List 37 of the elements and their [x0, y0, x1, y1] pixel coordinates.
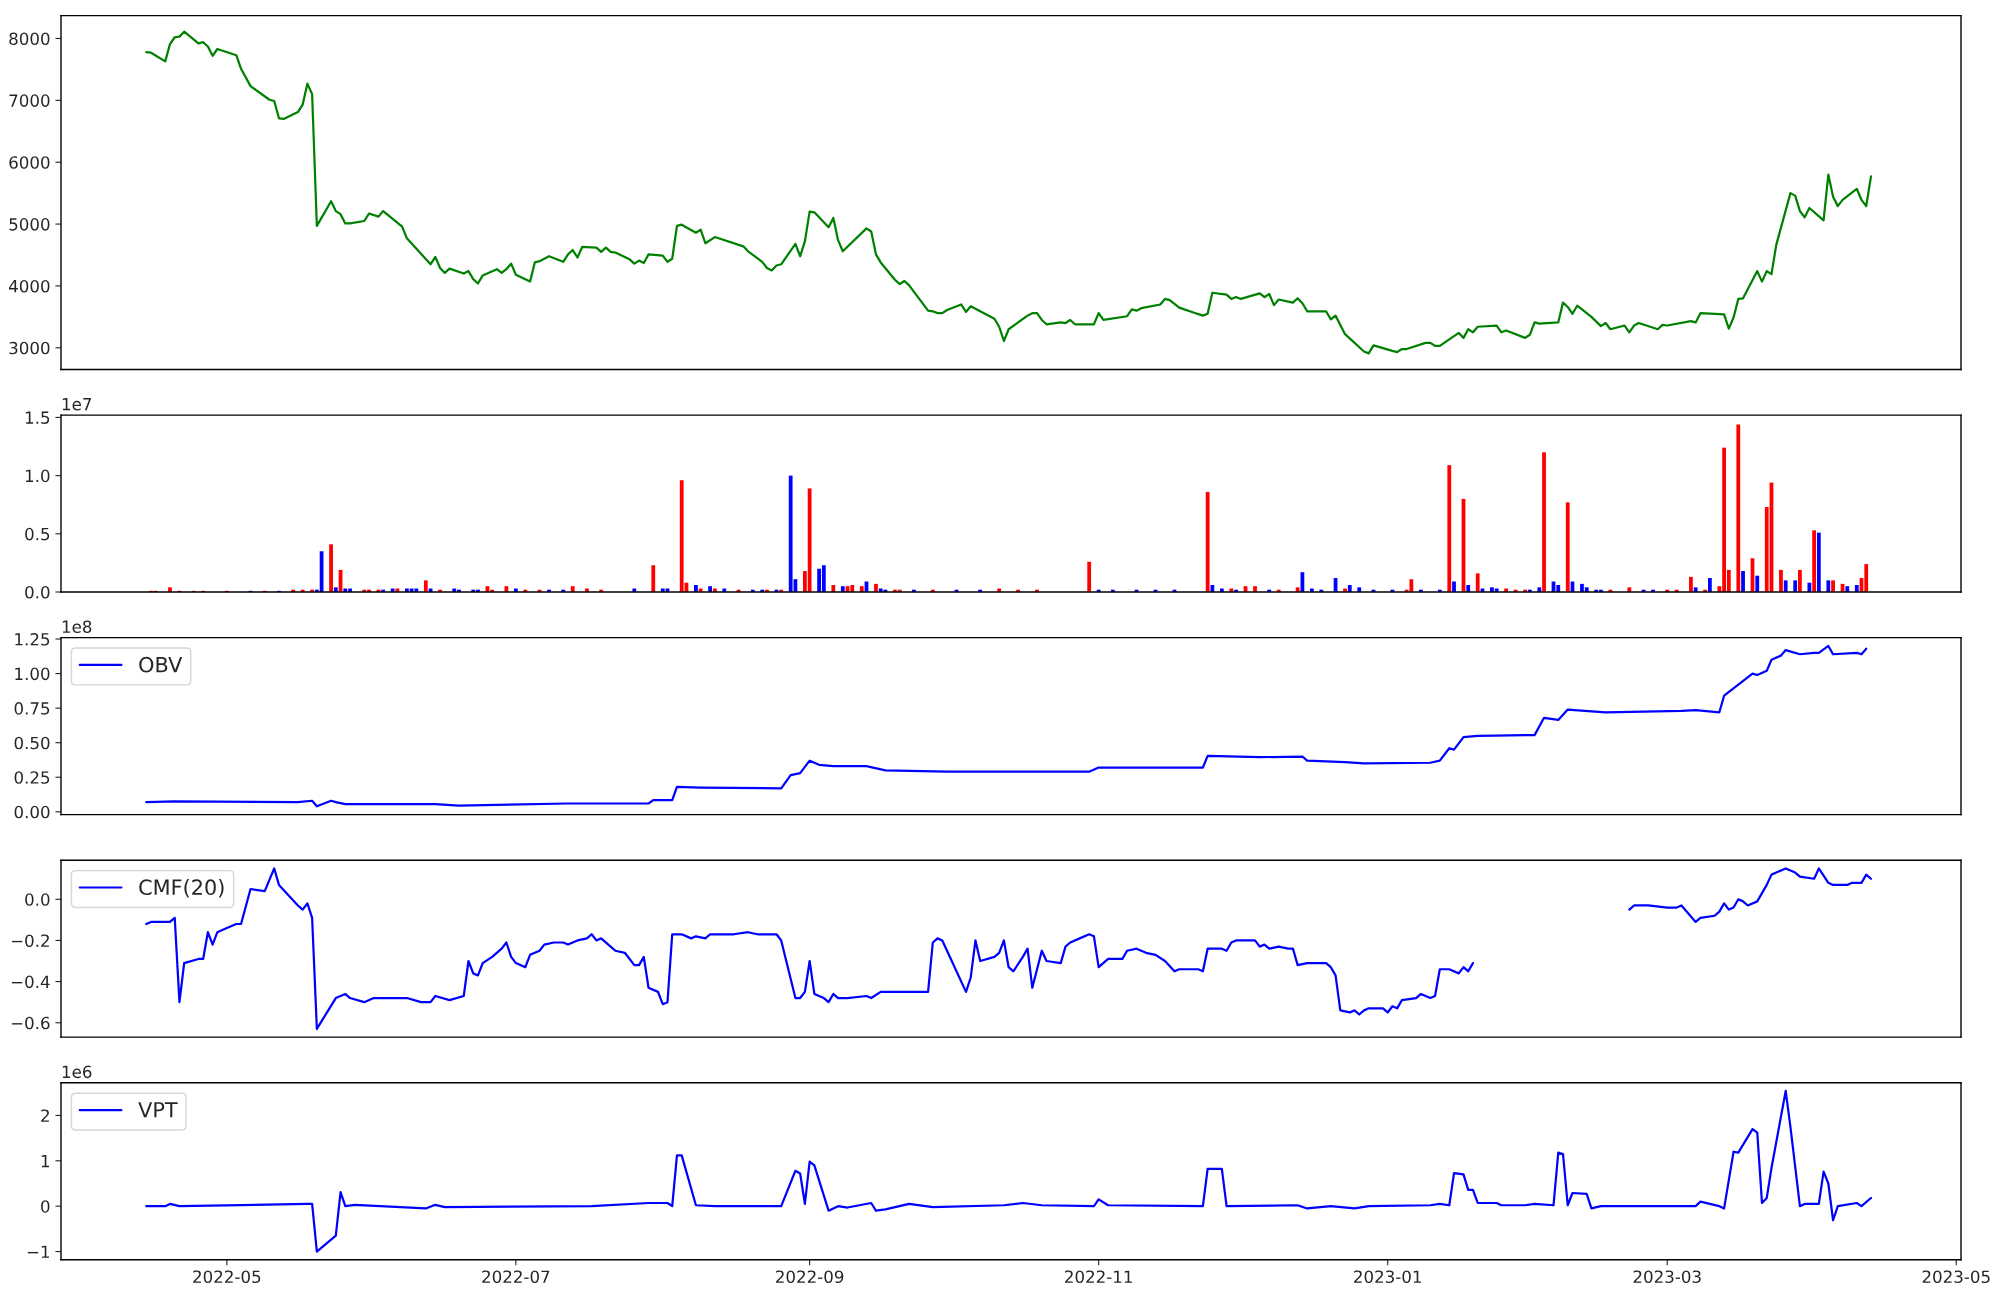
y-tick-label: 1.00 — [15, 667, 50, 681]
y-tick-label: 0.5 — [25, 527, 50, 541]
y-tick-label: −0.4 — [11, 975, 50, 989]
text: 1e7 — [62, 398, 92, 411]
y-tick-label: 1.25 — [15, 632, 50, 646]
y-tick-label: −1 — [27, 1245, 50, 1258]
y-tick-label: 1 — [41, 1154, 50, 1168]
legend-label: CMF(20) — [139, 878, 224, 898]
x-tick-label: 2022-11 — [1065, 1270, 1132, 1284]
y-tick-label: 4000 — [8, 279, 50, 293]
legend-label: VPT — [138, 1102, 178, 1118]
x-tick-label: 2023-03 — [1633, 1270, 1701, 1284]
text: 1e8 — [62, 620, 92, 634]
y-tick-label: 0.0 — [25, 893, 50, 906]
x-tick-label: 2022-09 — [776, 1270, 844, 1284]
y-tick-label: 5000 — [9, 218, 50, 231]
x-tick-label: 2023-01 — [1354, 1270, 1421, 1284]
x-tick-label: 2023-05 — [1922, 1270, 1990, 1284]
y-tick-label: 0.00 — [14, 805, 50, 819]
y-tick-label: 1.5 — [25, 411, 50, 424]
y-tick-label: −0.2 — [11, 934, 49, 948]
y-tick-label: 1.0 — [25, 469, 50, 483]
y-tick-label: 8000 — [9, 32, 50, 46]
y-tick-label: 0.75 — [14, 702, 50, 715]
y-tick-label: 6000 — [9, 156, 50, 169]
y-tick-label: 2 — [41, 1109, 49, 1122]
y-tick-label: 0.50 — [14, 736, 50, 750]
y-tick-label: 0 — [41, 1200, 50, 1213]
y-tick-label: 0.25 — [14, 771, 50, 784]
y-tick-label: −0.6 — [11, 1016, 50, 1030]
text: 1e6 — [62, 1065, 92, 1079]
y-tick-label: 7000 — [9, 94, 50, 107]
y-tick-label: 0.0 — [25, 585, 50, 599]
x-tick-label: 2022-07 — [482, 1270, 550, 1284]
legend-label: OBV — [139, 656, 183, 673]
x-tick-label: 2022-05 — [193, 1270, 261, 1284]
y-tick-label: 3000 — [9, 341, 50, 355]
